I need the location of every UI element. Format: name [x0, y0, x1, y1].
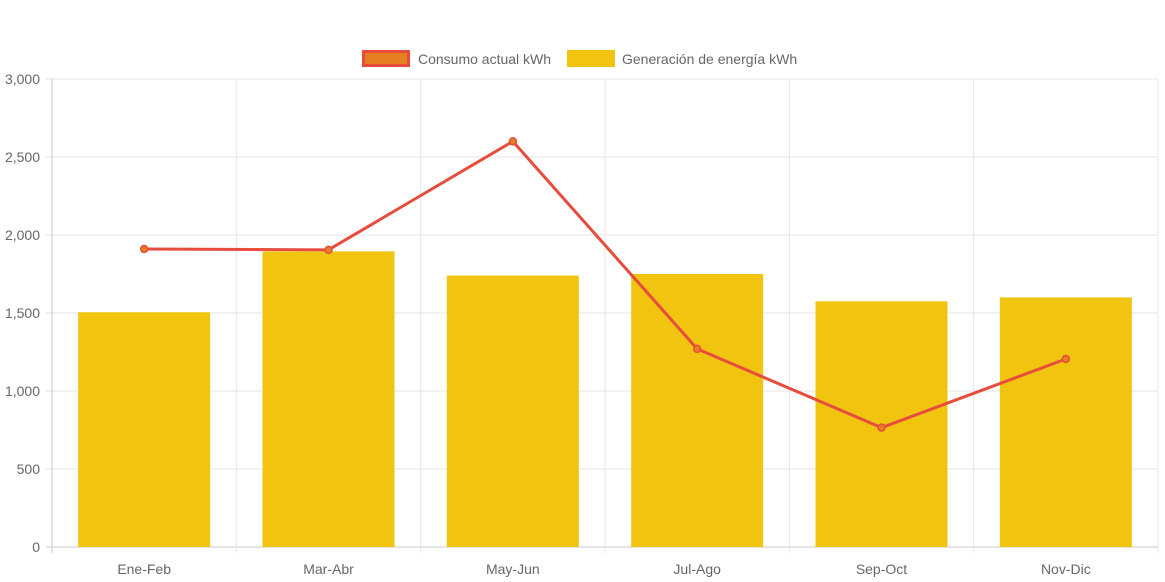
- axes: 0 500 1,000 1,500 2,000 2,500 3,000 Ene-Feb Mar-…: [5, 71, 1091, 577]
- y-tick-label: 2,000: [5, 227, 40, 243]
- legend-label: Consumo actual kWh: [418, 51, 551, 67]
- legend-item[interactable]: Generación de energía kWh: [567, 50, 797, 67]
- x-tick-label: Nov-Dic: [1041, 561, 1091, 577]
- bar-nov-dic[interactable]: [999, 297, 1132, 547]
- line-point-jul-ago[interactable]: [692, 344, 702, 354]
- bar-ene-feb[interactable]: [78, 312, 211, 547]
- legend-swatch-generacion: [567, 50, 615, 67]
- y-tick-label: 1,500: [5, 305, 40, 321]
- legend-item[interactable]: Consumo actual kWh: [362, 50, 552, 67]
- x-tick-label: Sep-Oct: [856, 561, 907, 577]
- y-tick-label: 500: [17, 461, 41, 477]
- legend: Consumo actual kWh Generación de energía …: [362, 50, 797, 67]
- line-point-may-jun[interactable]: [508, 137, 518, 146]
- x-tick-label: Mar-Abr: [303, 561, 354, 577]
- bar-jul-ago[interactable]: [631, 274, 764, 547]
- line-point-nov-dic[interactable]: [1061, 354, 1071, 364]
- consumo-line: [144, 139, 1067, 430]
- bar-series: [78, 251, 1132, 547]
- bar-may-jun[interactable]: [446, 275, 579, 547]
- line-series: [139, 137, 1071, 432]
- y-tick-label: 3,000: [5, 71, 40, 87]
- grid-lines: [46, 78, 1159, 553]
- legend-swatch-consumo: [362, 50, 410, 67]
- y-tick-label: 0: [32, 539, 40, 555]
- y-tick-label: 2,500: [5, 149, 40, 165]
- line-point-mar-abr[interactable]: [324, 245, 333, 255]
- line-point-sep-oct[interactable]: [877, 423, 886, 432]
- y-tick-label: 1,000: [5, 383, 40, 399]
- legend-label: Generación de energía kWh: [622, 51, 797, 67]
- x-tick-label: Jul-Ago: [673, 561, 721, 577]
- line-point-ene-feb[interactable]: [139, 244, 149, 254]
- x-tick-label: Ene-Feb: [117, 561, 171, 577]
- bar-mar-abr[interactable]: [262, 251, 395, 547]
- x-tick-label: May-Jun: [486, 561, 540, 577]
